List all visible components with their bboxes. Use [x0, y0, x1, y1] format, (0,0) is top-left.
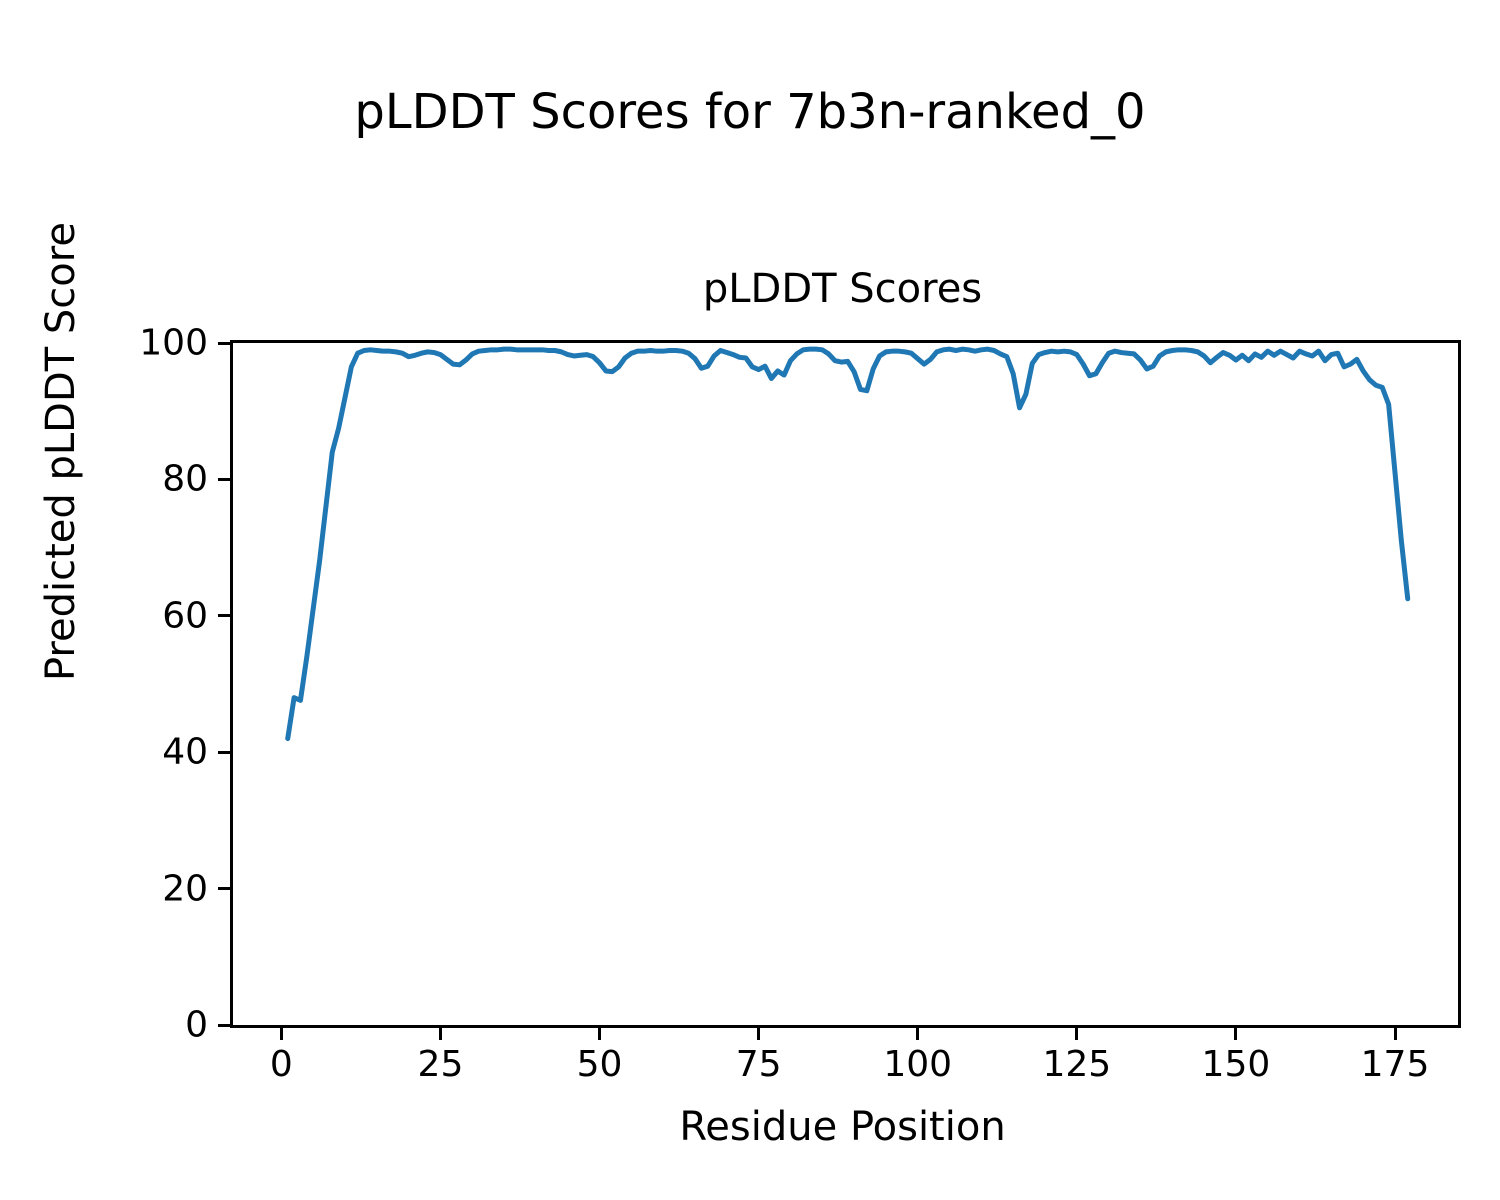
x-tick-label: 125 — [1042, 1044, 1112, 1085]
y-tick-mark — [218, 341, 230, 345]
x-tick-label: 0 — [269, 1044, 293, 1085]
x-tick-label: 50 — [576, 1044, 623, 1085]
axes-title: pLDDT Scores — [702, 266, 983, 312]
plot-area — [230, 340, 1461, 1028]
y-tick-label: 60 — [162, 595, 208, 637]
x-axis-label: Residue Position — [679, 1104, 1006, 1150]
x-tick-label: 25 — [417, 1044, 464, 1085]
x-tick-mark — [598, 1028, 602, 1040]
y-tick-label: 80 — [162, 458, 208, 500]
x-tick-label: 175 — [1360, 1044, 1430, 1085]
pldd-line-plot-svg — [285, 346, 1411, 742]
figure-suptitle: pLDDT Scores for 7b3n-ranked_0 — [354, 84, 1146, 140]
x-tick-mark — [1234, 1028, 1238, 1040]
x-tick-label: 100 — [883, 1044, 953, 1085]
x-tick-mark — [757, 1028, 761, 1040]
x-tick-label: 150 — [1201, 1044, 1271, 1085]
pldd-score-line — [285, 346, 1411, 742]
x-tick-label: 75 — [735, 1044, 782, 1085]
x-tick-mark — [279, 1028, 283, 1040]
y-tick-label: 20 — [162, 868, 208, 910]
y-tick-mark — [218, 477, 230, 481]
x-tick-mark — [916, 1028, 920, 1040]
x-tick-mark — [1075, 1028, 1079, 1040]
y-tick-mark — [218, 614, 230, 618]
y-tick-mark — [218, 750, 230, 754]
x-tick-mark — [438, 1028, 442, 1040]
x-tick-mark — [1393, 1028, 1397, 1040]
y-tick-label: 100 — [139, 322, 208, 364]
y-tick-mark — [218, 1023, 230, 1027]
y-tick-label: 0 — [185, 1004, 208, 1046]
y-tick-mark — [218, 887, 230, 891]
y-tick-label: 40 — [162, 731, 208, 773]
